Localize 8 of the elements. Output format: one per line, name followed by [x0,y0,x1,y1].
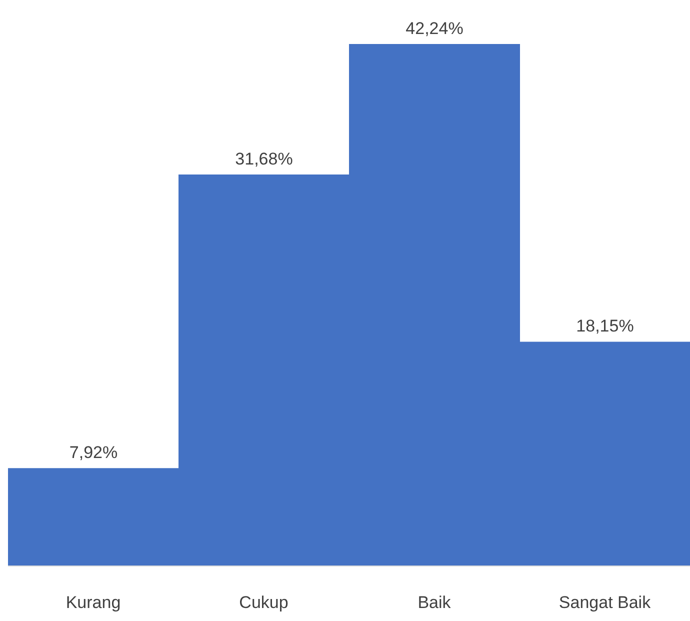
data-label: 18,15% [576,316,634,336]
data-label: 42,24% [406,19,464,38]
data-label: 7,92% [69,443,118,462]
data-label: 31,68% [235,150,293,168]
x-tick-label: Kurang [66,593,121,612]
x-tick-label: Baik [418,593,452,612]
x-tick-label: Cukup [239,593,288,612]
x-tick-label: Sangat Baik [558,593,652,612]
